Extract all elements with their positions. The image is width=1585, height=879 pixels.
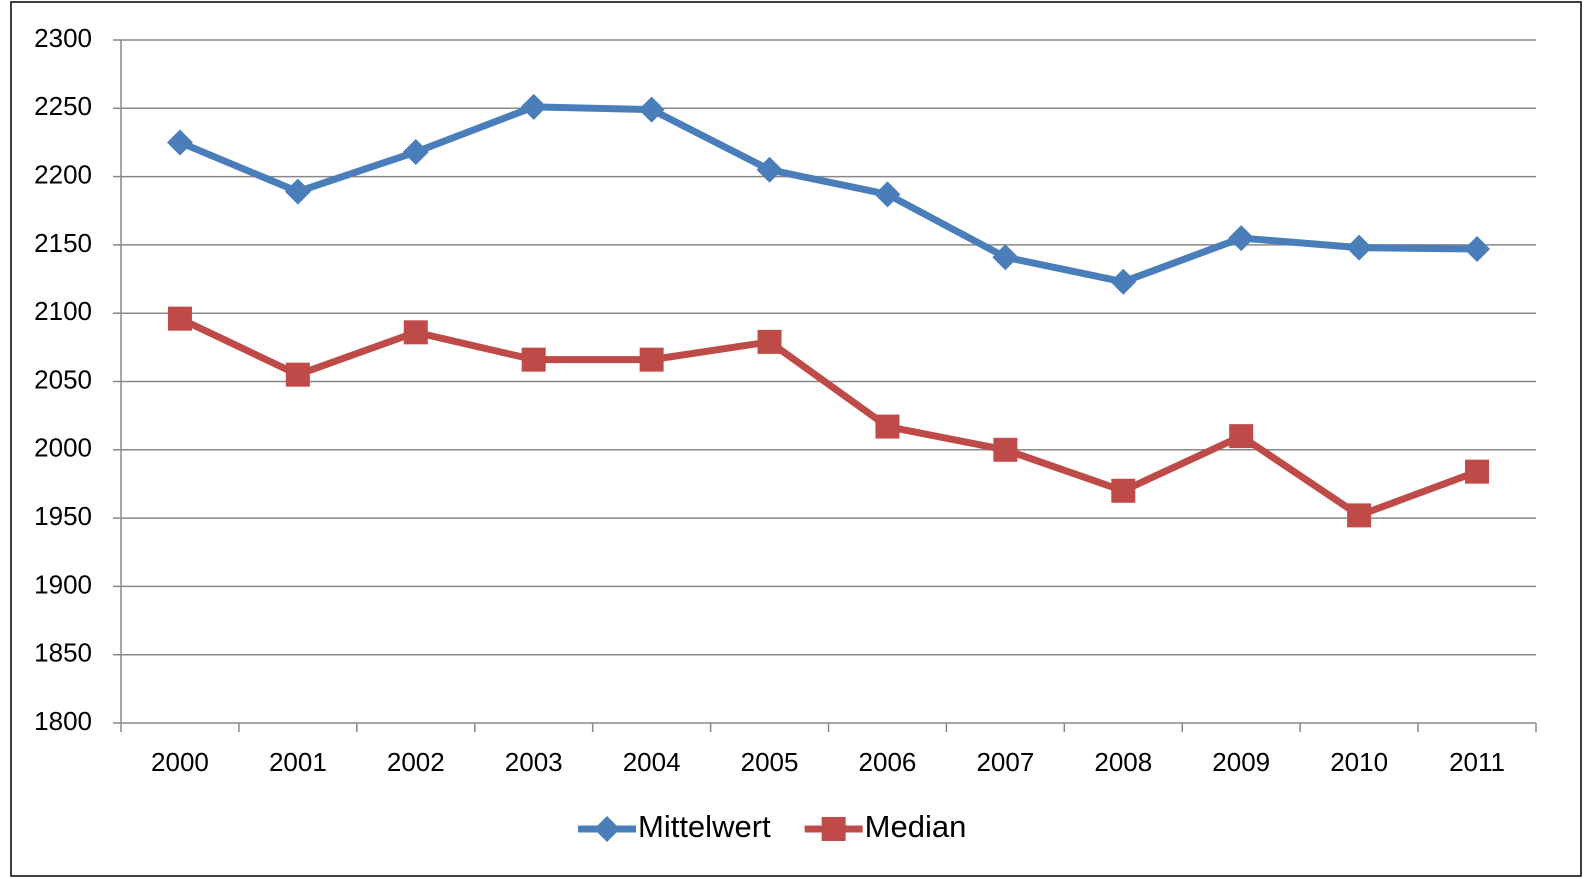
y-tick-label: 2100 (34, 296, 92, 326)
x-tick-label: 2001 (269, 747, 327, 777)
point (638, 96, 665, 123)
point (1111, 478, 1136, 503)
point (166, 129, 193, 156)
point (821, 817, 846, 841)
point (167, 306, 192, 331)
x-tick-label: 2009 (1212, 747, 1270, 777)
point (993, 437, 1018, 462)
y-tick-label: 2200 (34, 159, 92, 189)
point (1228, 225, 1255, 252)
point (402, 139, 429, 166)
y-tick-label: 2250 (34, 91, 92, 121)
point (403, 320, 428, 345)
point (1347, 503, 1372, 528)
y-tick-label: 2000 (34, 433, 92, 463)
point (521, 347, 546, 372)
x-tick-label: 2008 (1094, 747, 1152, 777)
legend-label: Median (865, 809, 967, 844)
y-tick-label: 1900 (34, 569, 92, 599)
point (874, 181, 901, 208)
x-tick-label: 2010 (1330, 747, 1388, 777)
x-tick-label: 2003 (505, 747, 563, 777)
y-tick-label: 1950 (34, 501, 92, 531)
point (757, 329, 782, 354)
x-tick-label: 2000 (151, 747, 209, 777)
point (1464, 235, 1491, 262)
point (1465, 459, 1490, 484)
x-tick-label: 2007 (976, 747, 1034, 777)
y-tick-label: 2050 (34, 364, 92, 394)
point (284, 178, 311, 205)
point (594, 816, 620, 842)
y-tick-label: 1800 (34, 706, 92, 736)
x-tick-label: 2005 (741, 747, 799, 777)
x-tick-label: 2011 (1449, 747, 1505, 777)
y-tick-label: 1850 (34, 638, 92, 668)
point (520, 93, 547, 120)
legend-label: Mittelwert (638, 809, 771, 844)
point (285, 362, 310, 387)
y-tick-label: 2300 (34, 23, 92, 53)
point (1346, 234, 1373, 261)
x-tick-label: 2006 (859, 747, 917, 777)
point (992, 244, 1019, 271)
point (639, 347, 664, 372)
x-tick-label: 2004 (623, 747, 681, 777)
point (875, 414, 900, 439)
series-line (178, 103, 1478, 286)
point (1110, 268, 1137, 295)
series-line (178, 315, 1479, 519)
point (1229, 424, 1254, 449)
x-tick-label: 2002 (387, 747, 445, 777)
point (756, 156, 783, 183)
chart-border (10, 1, 1582, 877)
y-tick-label: 2150 (34, 228, 92, 258)
